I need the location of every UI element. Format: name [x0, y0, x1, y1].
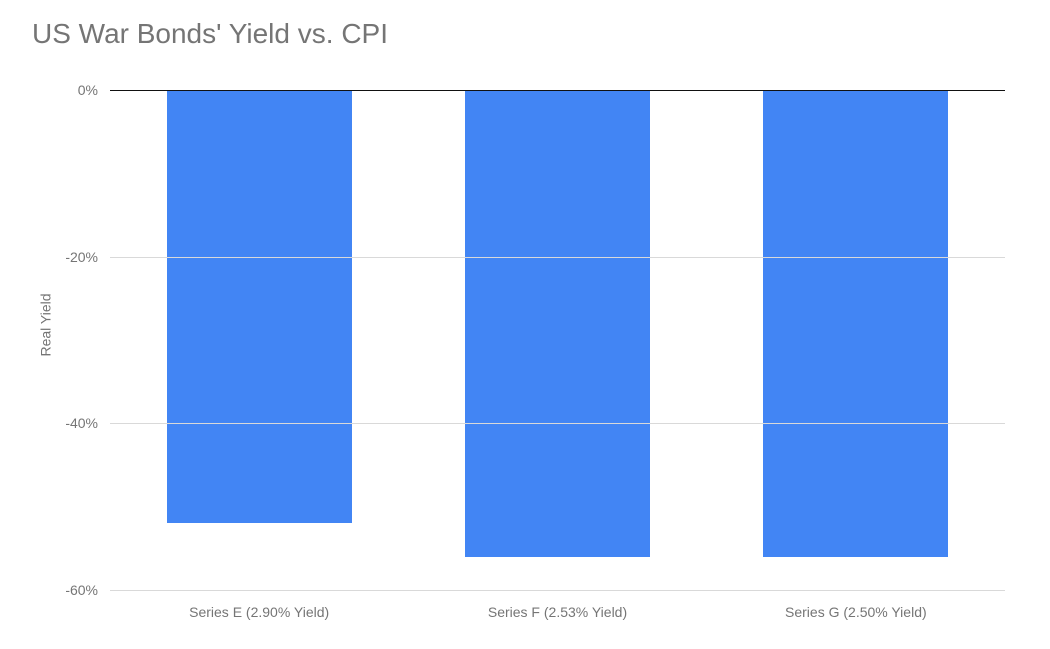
y-tick-label: -60%	[65, 582, 110, 598]
y-tick-label: 0%	[78, 82, 110, 98]
bar	[763, 90, 948, 557]
zero-line	[110, 90, 1005, 91]
y-tick-label: -40%	[65, 415, 110, 431]
y-axis-label: Real Yield	[38, 293, 54, 356]
bar	[465, 90, 650, 557]
chart-title: US War Bonds' Yield vs. CPI	[32, 18, 388, 50]
plot-area: 0%-20%-40%-60%Series E (2.90% Yield)Seri…	[110, 90, 1005, 590]
x-category-label: Series G (2.50% Yield)	[785, 590, 927, 620]
y-tick-label: -20%	[65, 249, 110, 265]
gridline	[110, 257, 1005, 258]
x-category-label: Series E (2.90% Yield)	[189, 590, 329, 620]
x-category-label: Series F (2.53% Yield)	[488, 590, 627, 620]
bar	[167, 90, 352, 523]
gridline	[110, 423, 1005, 424]
chart-container: US War Bonds' Yield vs. CPI Real Yield 0…	[0, 0, 1050, 649]
bars-layer	[110, 90, 1005, 590]
